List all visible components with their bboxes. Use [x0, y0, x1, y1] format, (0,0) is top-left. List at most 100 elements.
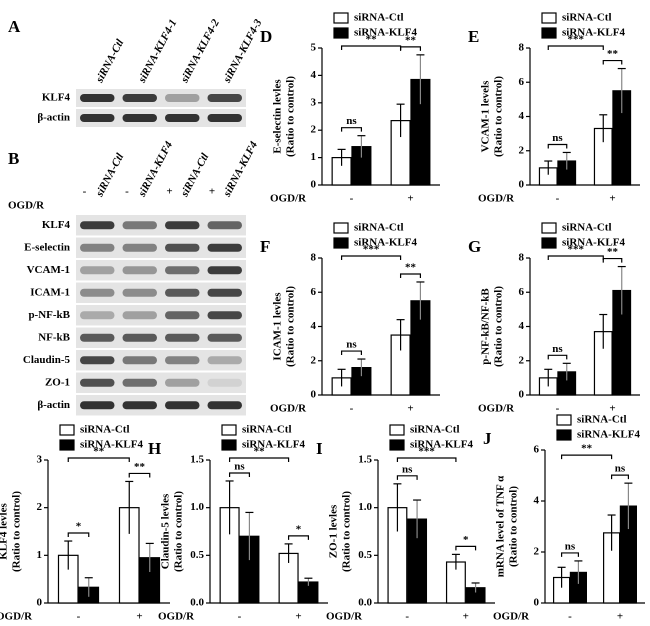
- significance-bracket: [228, 472, 251, 477]
- blot-band: [122, 401, 157, 410]
- significance-label: ns: [234, 461, 245, 473]
- row-label: KLF4: [42, 219, 71, 231]
- legend-swatch: [541, 222, 557, 234]
- y-tick-label: 0.0: [190, 597, 204, 609]
- legend-label: siRNA-KLF4: [354, 27, 417, 39]
- y-tick-label: 2: [311, 124, 317, 136]
- panel-letter: H: [148, 439, 161, 458]
- blot-band: [207, 114, 242, 122]
- legend-label: siRNA-KLF4: [562, 237, 625, 249]
- y-tick-label: 1: [37, 549, 43, 561]
- condition-sign: +: [209, 186, 215, 198]
- x-tick-label: -: [556, 193, 560, 205]
- panel-letter: D: [260, 27, 272, 46]
- significance-bracket: [396, 475, 418, 480]
- x-tick-label: +: [136, 611, 142, 623]
- blot-band: [207, 221, 242, 230]
- blot-band: [80, 114, 115, 122]
- x-axis-label: OGD/R: [478, 193, 515, 205]
- y-tick-label: 4: [311, 320, 317, 332]
- y-tick-label: 8: [519, 42, 525, 54]
- legend-swatch: [556, 414, 572, 426]
- blot-band: [165, 378, 200, 387]
- blot-band: [122, 378, 157, 387]
- x-tick-label: +: [407, 193, 413, 205]
- blot-band: [207, 378, 242, 387]
- significance-bracket: [602, 59, 623, 65]
- row-label: NF-kB: [38, 331, 70, 343]
- condition-sign: +: [166, 186, 172, 198]
- legend-swatch: [333, 237, 349, 249]
- significance-bracket: [547, 143, 568, 149]
- significance-bracket: [67, 457, 130, 462]
- significance-bracket: [396, 457, 457, 462]
- y-tick-label: 1.0: [358, 501, 372, 513]
- x-axis-label: OGD/R: [0, 611, 33, 623]
- y-tick-label: 4: [519, 110, 525, 122]
- blot-band: [207, 311, 242, 320]
- legend-label: siRNA-Ctl: [562, 12, 612, 24]
- y-tick-label: 1.5: [358, 454, 372, 466]
- y-tick-label: 6: [534, 444, 540, 456]
- blot-band: [165, 333, 200, 342]
- lane-label: siRNA-Ctl: [178, 151, 212, 200]
- y-axis-label: (Ratio to control): [493, 76, 505, 157]
- legend-label: siRNA-KLF4: [562, 27, 625, 39]
- significance-label: *: [76, 521, 82, 533]
- condition-sign: -: [83, 186, 87, 198]
- x-tick-label: +: [609, 403, 615, 415]
- row-label: VCAM-1: [27, 264, 70, 276]
- y-tick-label: 2: [519, 144, 525, 156]
- blot-band: [165, 114, 200, 122]
- y-tick-label: 1.5: [190, 454, 204, 466]
- legend-swatch: [541, 27, 557, 39]
- legend-label: siRNA-Ctl: [410, 424, 460, 436]
- row-label: β-actin: [37, 112, 70, 124]
- y-axis-label: (Ratio to control): [285, 286, 297, 367]
- y-tick-label: 4: [534, 495, 540, 507]
- y-tick-label: 0: [311, 389, 317, 401]
- y-axis-label: mRNA level of TNF α: [495, 475, 507, 577]
- significance-bracket: [128, 472, 151, 478]
- y-axis-label: KLF4 levles: [0, 503, 10, 560]
- y-tick-label: 0.5: [358, 549, 372, 561]
- y-tick-label: 2: [534, 546, 540, 558]
- blot-band: [122, 243, 157, 252]
- significance-label: ns: [402, 463, 413, 475]
- y-tick-label: 2: [519, 354, 525, 366]
- legend-swatch: [333, 222, 349, 234]
- legend-label: siRNA-Ctl: [354, 222, 404, 234]
- blot-strip: [76, 109, 246, 127]
- x-axis-label: OGD/R: [478, 403, 515, 415]
- significance-label: ***: [418, 446, 435, 458]
- lane-label: siRNA-KLF4-3: [221, 17, 265, 85]
- significance-bracket: [611, 474, 629, 480]
- row-label: β-actin: [37, 399, 70, 411]
- blot-strip: [76, 395, 246, 416]
- significance-bracket: [67, 532, 90, 538]
- significance-bracket: [340, 350, 363, 356]
- significance-bracket: [340, 255, 402, 260]
- significance-label: **: [405, 262, 417, 274]
- blot-band: [165, 266, 200, 275]
- significance-label: **: [134, 461, 146, 473]
- y-tick-label: 0: [37, 597, 43, 609]
- y-tick-label: 4: [311, 69, 317, 81]
- blot-band: [80, 243, 115, 252]
- blot-band: [165, 243, 200, 252]
- x-tick-label: -: [77, 611, 81, 623]
- blot-band: [207, 356, 242, 365]
- row-label: ZO-1: [45, 376, 70, 388]
- significance-label: ns: [565, 540, 576, 552]
- blot-band: [122, 311, 157, 320]
- blot-band: [80, 378, 115, 387]
- legend-swatch: [221, 439, 237, 451]
- y-axis-label: (Ratio to control): [341, 491, 353, 572]
- lane-label: siRNA-KLF4: [221, 139, 261, 199]
- legend-label: siRNA-KLF4: [410, 439, 473, 451]
- significance-bracket: [228, 457, 290, 462]
- blot-band: [165, 288, 200, 297]
- legend-label: siRNA-Ctl: [80, 424, 130, 436]
- panel-letter: J: [483, 429, 492, 448]
- blot-band: [80, 288, 115, 297]
